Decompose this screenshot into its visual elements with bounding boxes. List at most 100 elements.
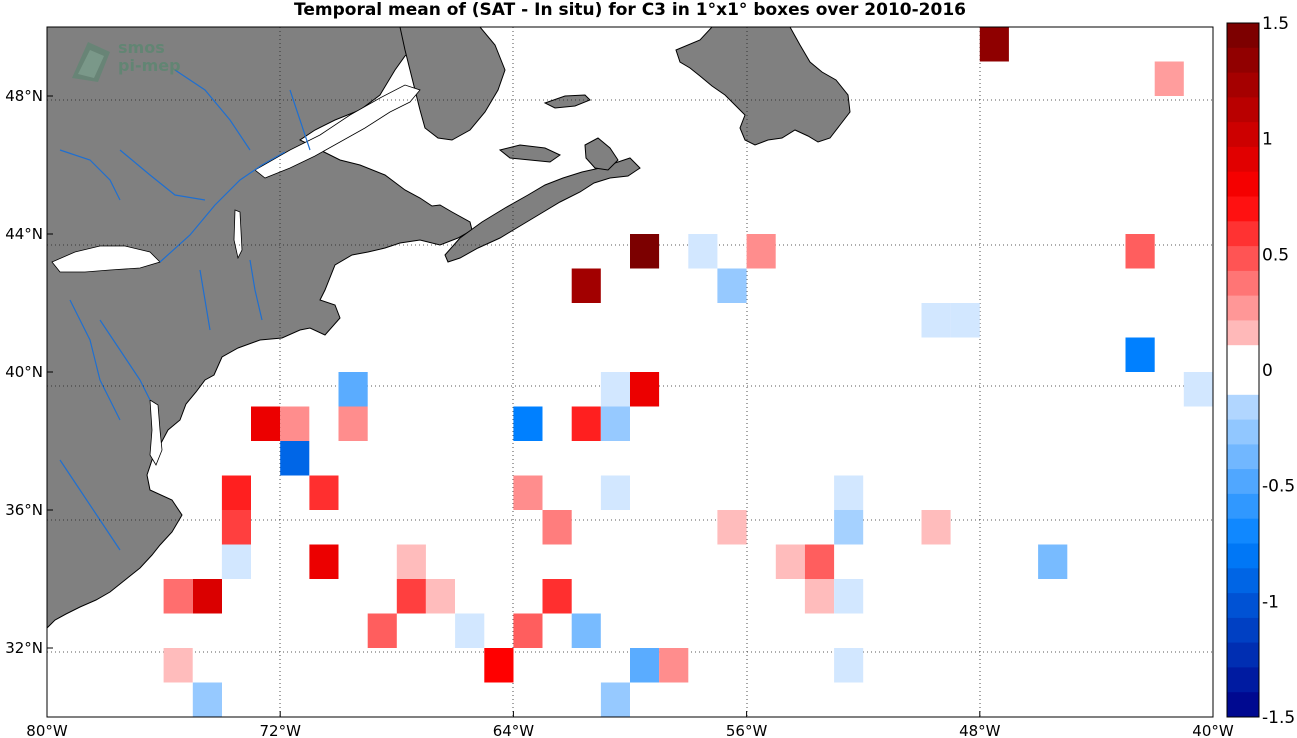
cape-breton-land bbox=[584, 137, 619, 171]
data-cell-12 bbox=[600, 372, 630, 407]
chesapeake-bay bbox=[149, 399, 163, 466]
data-cell-4 bbox=[746, 234, 776, 269]
graticule bbox=[47, 27, 1213, 717]
lat-tick-label-2: 40°N bbox=[5, 363, 43, 381]
watermark-logo: smos pi-mep bbox=[66, 38, 206, 88]
data-cell-52 bbox=[659, 648, 689, 683]
data-cell-24 bbox=[513, 475, 543, 510]
lon-tick-label-1: 72°W bbox=[259, 722, 301, 738]
colorbar-step-22 bbox=[1227, 568, 1259, 594]
lat-tick-label-4: 32°N bbox=[5, 639, 43, 657]
colorbar-step-15 bbox=[1227, 394, 1259, 421]
data-cell-31 bbox=[921, 510, 951, 545]
data-cells bbox=[163, 27, 1213, 717]
data-cell-5 bbox=[1125, 234, 1155, 269]
data-cell-35 bbox=[775, 544, 805, 579]
lat-tick-label-1: 44°N bbox=[5, 225, 43, 243]
colorbar-step-25 bbox=[1227, 642, 1259, 668]
colorbar-step-2 bbox=[1227, 72, 1259, 98]
colorbar-step-3 bbox=[1227, 97, 1259, 123]
data-cell-20 bbox=[600, 406, 630, 441]
colorbar-step-7 bbox=[1227, 196, 1259, 222]
anticosti-land bbox=[543, 94, 591, 109]
colorbar-tick-label-5: -1 bbox=[1262, 592, 1279, 612]
colorbar-step-5 bbox=[1227, 146, 1259, 173]
lake-champlain bbox=[233, 209, 243, 260]
data-cell-48 bbox=[571, 613, 601, 648]
data-cell-6 bbox=[571, 268, 601, 303]
watermark-icon bbox=[72, 42, 110, 82]
data-cell-11 bbox=[338, 372, 368, 407]
colorbar-step-16 bbox=[1227, 419, 1259, 445]
data-cell-34 bbox=[396, 544, 426, 579]
colorbar-tick-label-6: -1.5 bbox=[1262, 708, 1295, 728]
colorbar-step-23 bbox=[1227, 593, 1259, 619]
colorbar-step-8 bbox=[1227, 221, 1259, 247]
lon-tick-label-5: 40°W bbox=[1192, 722, 1234, 738]
lon-tick-label-4: 48°W bbox=[959, 722, 1001, 738]
data-cell-17 bbox=[338, 406, 368, 441]
latitude-ticks: 48°N 44°N 40°N 36°N 32°N bbox=[5, 87, 53, 657]
colorbar bbox=[1226, 22, 1260, 718]
data-cell-15 bbox=[251, 406, 281, 441]
data-cell-16 bbox=[280, 406, 310, 441]
colorbar-step-4 bbox=[1227, 122, 1259, 148]
chart-title: Temporal mean of (SAT - In situ) for C3 … bbox=[294, 0, 966, 20]
data-cell-3 bbox=[688, 234, 718, 269]
colorbar-step-24 bbox=[1227, 617, 1259, 644]
data-cell-23 bbox=[309, 475, 339, 510]
lat-tick-label-0: 48°N bbox=[5, 87, 43, 105]
data-cell-43 bbox=[804, 579, 835, 614]
lat-tick-label-3: 36°N bbox=[5, 501, 43, 519]
data-cell-50 bbox=[484, 648, 514, 683]
colorbar-step-11 bbox=[1227, 295, 1259, 321]
watermark-line-2: pi-mep bbox=[118, 56, 181, 75]
st-lawrence-estuary bbox=[254, 84, 421, 179]
data-cell-40 bbox=[396, 579, 426, 614]
colorbar-step-10 bbox=[1227, 270, 1259, 297]
lon-tick-label-2: 64°W bbox=[493, 722, 535, 738]
longitude-ticks: 80°W 72°W 64°W 56°W 48°W 40°W bbox=[26, 711, 1234, 738]
lon-tick-label-3: 56°W bbox=[726, 722, 768, 738]
colorbar-tick-label-2: 0.5 bbox=[1262, 245, 1289, 265]
data-cell-21 bbox=[280, 441, 310, 476]
colorbar-step-19 bbox=[1227, 493, 1259, 520]
data-cell-1 bbox=[1154, 61, 1184, 96]
data-cell-2 bbox=[630, 234, 660, 269]
colorbar-step-13 bbox=[1227, 345, 1259, 371]
data-cell-8 bbox=[921, 303, 951, 338]
colorbar-step-18 bbox=[1227, 469, 1259, 495]
rivers bbox=[59, 69, 311, 551]
data-cell-53 bbox=[834, 648, 864, 683]
colorbar-step-20 bbox=[1227, 518, 1259, 544]
data-cell-44 bbox=[834, 579, 864, 614]
data-cell-47 bbox=[513, 613, 543, 648]
pei-land bbox=[498, 144, 561, 163]
data-cell-46 bbox=[455, 613, 485, 648]
colorbar-step-6 bbox=[1227, 171, 1259, 197]
colorbar-step-0 bbox=[1227, 23, 1259, 49]
colorbar-tick-label-1: 1 bbox=[1262, 130, 1273, 150]
data-cell-49 bbox=[163, 648, 193, 683]
colorbar-step-17 bbox=[1227, 444, 1259, 470]
data-cell-7 bbox=[717, 268, 747, 303]
data-cell-32 bbox=[221, 544, 251, 579]
data-cell-51 bbox=[630, 648, 660, 683]
data-cell-18 bbox=[513, 406, 543, 441]
data-cell-41 bbox=[425, 579, 455, 614]
data-cell-29 bbox=[717, 510, 747, 545]
data-cell-28 bbox=[542, 510, 572, 545]
colorbar-tick-label-4: -0.5 bbox=[1262, 477, 1295, 497]
data-cell-33 bbox=[309, 544, 339, 579]
colorbar-step-14 bbox=[1227, 370, 1259, 396]
data-cell-54 bbox=[192, 682, 222, 717]
colorbar-frame bbox=[1226, 22, 1260, 718]
data-cell-45 bbox=[367, 613, 397, 648]
newfoundland-land bbox=[675, 27, 851, 146]
data-cell-0 bbox=[979, 27, 1009, 62]
data-cell-36 bbox=[804, 544, 835, 579]
nova-scotia-land bbox=[444, 157, 641, 263]
colorbar-step-21 bbox=[1227, 543, 1259, 569]
data-cell-26 bbox=[834, 475, 864, 510]
